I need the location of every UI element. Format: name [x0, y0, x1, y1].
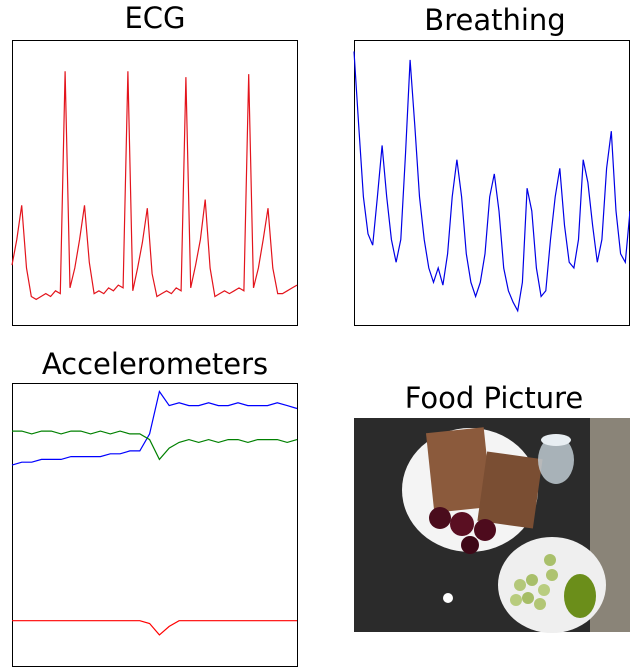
panel-title: ECG: [124, 1, 185, 35]
signal-line: [12, 392, 297, 466]
food-photo: [354, 418, 630, 633]
figure: ECG Breathing Accelerometers Food Pictur…: [0, 0, 630, 669]
signal-line: [12, 431, 297, 459]
signal-line: [12, 621, 297, 635]
axes-frame: [13, 384, 298, 667]
panel-title: Food Picture: [405, 381, 584, 415]
signal-line: [12, 71, 297, 299]
panel-title: Breathing: [424, 3, 565, 37]
signal-line: [354, 51, 630, 310]
panel-title: Accelerometers: [42, 347, 268, 381]
